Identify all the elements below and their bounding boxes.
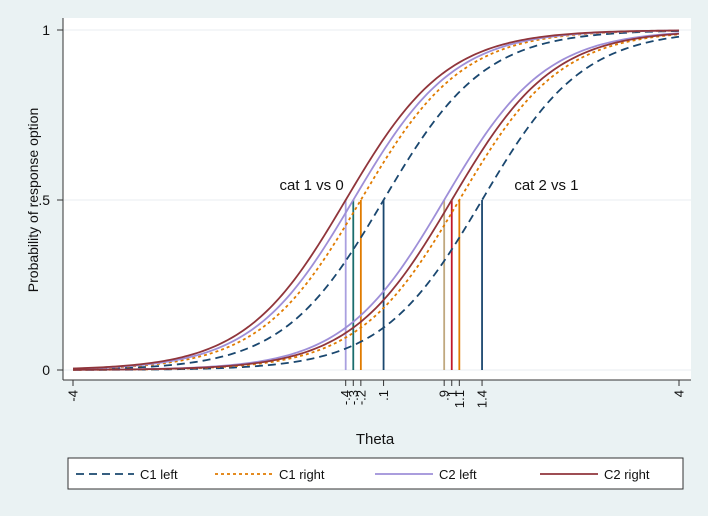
x-tick-label: 1 [444,390,459,397]
threshold-lines [344,200,483,370]
x-tick-label: .9 [437,390,452,401]
x-tick-label: -4 [66,390,81,402]
x-tick-label: .1 [376,390,391,401]
x-axis-label: Theta [356,431,395,448]
x-tick-label: -.2 [353,390,368,405]
annotation: cat 1 vs 0 [280,177,344,194]
y-axis-label: Probability of response option [25,108,41,292]
series-line-c1-right-2 [72,33,680,371]
x-tick-label: 1.4 [475,390,490,408]
legend: C1 left C1 right C2 left C2 right [67,457,684,490]
series-line-c2-right-2 [72,32,680,371]
y-tick-label: 1 [42,22,50,38]
series-line-c1-left-2 [72,35,680,371]
x-tick-label: 1.1 [452,390,467,408]
x-tick-label: -.4 [338,390,353,405]
annotation-layer: cat 1 vs 0 cat 2 vs 1 [280,177,579,194]
legend-label: C1 right [279,467,325,482]
legend-label: C2 left [439,467,477,482]
legend-label: C1 left [140,467,178,482]
y-tick-label: 0 [42,362,50,378]
series-line-c1-left-1 [72,30,680,371]
legend-label: C2 right [604,467,650,482]
x-tick-label: 4 [672,390,687,397]
curve-layer [72,29,680,371]
annotation: cat 2 vs 1 [514,177,578,194]
y-tick-label: .5 [38,192,50,208]
x-tick-label: -.3 [346,390,361,405]
plot-region [63,18,691,380]
series-line-c2-right-1 [72,29,680,370]
axis-layer: 0.51-4 -.4-.3-.2.1.911.1 1.4 4 [38,18,691,408]
